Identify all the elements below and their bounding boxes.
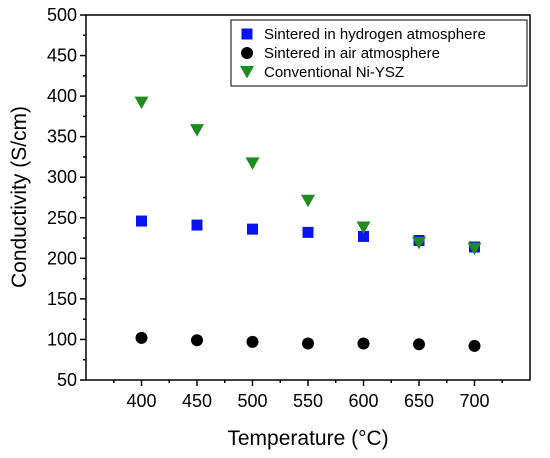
x-axis: 400 450 500 550 600 650 700	[113, 380, 503, 411]
x-tick-label: 500	[237, 391, 267, 411]
data-point-triangle-down	[245, 157, 260, 170]
data-point-circle	[357, 337, 370, 350]
x-tick-label: 450	[182, 391, 212, 411]
legend-label: Conventional Ni-YSZ	[264, 64, 404, 81]
data-point-circle	[302, 337, 314, 350]
legend-marker-triangle-down	[240, 66, 254, 79]
data-point-triangle-down	[467, 242, 482, 256]
x-tick-label: 600	[348, 391, 378, 411]
x-tick-label: 650	[404, 391, 434, 411]
y-tick-label: 250	[47, 208, 77, 228]
y-tick-label: 150	[47, 289, 77, 309]
x-tick-label: 700	[459, 391, 489, 411]
y-axis: 50 100 150 200 250 300 350 400 450 500	[47, 5, 86, 390]
x-tick-label: 550	[293, 391, 323, 411]
data-points	[134, 96, 482, 352]
legend: Sintered in hydrogen atmosphere Sintered …	[230, 19, 528, 87]
y-tick-label: 500	[47, 5, 77, 25]
legend-marker-square	[241, 28, 253, 40]
data-point-triangle-down	[356, 221, 371, 235]
data-point-triangle-down	[190, 124, 204, 137]
legend-label: Sintered in air atmosphere	[264, 45, 440, 62]
y-tick-label: 400	[47, 86, 77, 106]
data-point-triangle-down	[412, 236, 426, 250]
data-point-circle	[468, 339, 481, 352]
y-tick-label: 200	[47, 248, 77, 268]
data-point-square	[247, 223, 258, 235]
y-tick-label: 300	[47, 167, 77, 187]
data-point-square	[302, 226, 314, 238]
legend-box	[230, 19, 528, 87]
data-point-circle	[246, 335, 259, 348]
data-point-circle	[135, 331, 148, 344]
y-tick-label: 50	[57, 370, 77, 390]
legend-marker-circle	[241, 47, 253, 59]
data-point-square	[358, 230, 369, 242]
y-tick-label: 350	[47, 127, 77, 147]
x-axis-title: Temperature (°C)	[227, 427, 388, 450]
data-point-circle	[191, 334, 203, 347]
data-point-triangle-down	[301, 194, 315, 208]
legend-label: Sintered in hydrogen atmosphere	[264, 26, 486, 43]
data-point-circle	[413, 338, 425, 351]
data-point-square	[191, 219, 203, 231]
data-point-triangle-down	[134, 96, 149, 110]
y-axis-title: Conductivity (S/cm)	[8, 106, 31, 288]
y-tick-label: 100	[47, 329, 77, 349]
y-tick-label: 450	[47, 46, 77, 66]
x-tick-label: 400	[126, 391, 156, 411]
data-point-square	[136, 215, 147, 227]
